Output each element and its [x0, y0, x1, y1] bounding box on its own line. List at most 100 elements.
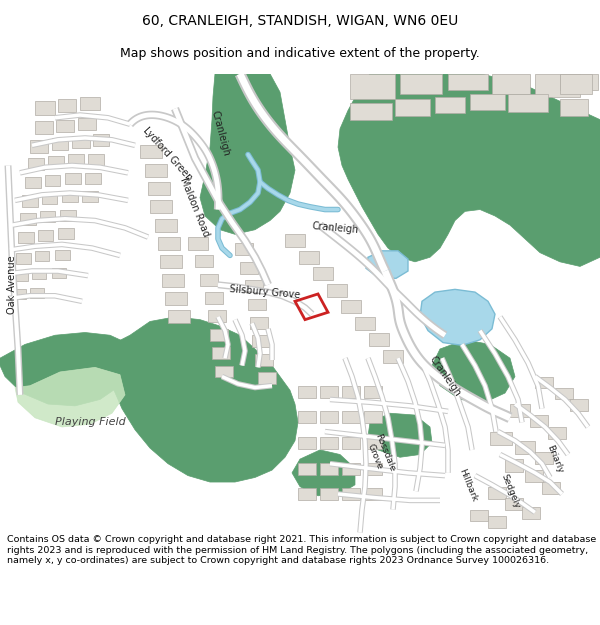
Bar [313, 268, 333, 280]
Text: Hillbark: Hillbark [457, 467, 479, 502]
Bar [298, 386, 316, 398]
Bar [150, 201, 172, 213]
Bar [258, 372, 276, 384]
Bar [298, 462, 316, 475]
Bar [35, 251, 49, 261]
Bar [68, 154, 84, 166]
Bar [395, 99, 430, 116]
Bar [320, 386, 338, 398]
Bar [530, 415, 548, 427]
Bar [369, 333, 389, 346]
Bar [188, 237, 208, 250]
Text: Playing Field: Playing Field [55, 418, 125, 428]
Text: Briarly: Briarly [545, 444, 565, 474]
Text: Map shows position and indicative extent of the property.: Map shows position and indicative extent… [120, 47, 480, 59]
Bar [364, 411, 382, 423]
Bar [488, 487, 506, 499]
Bar [168, 311, 190, 323]
Text: Cranleigh: Cranleigh [427, 354, 463, 399]
Text: Cranleigh: Cranleigh [209, 109, 231, 158]
Bar [38, 230, 53, 241]
Bar [505, 498, 523, 509]
Bar [35, 101, 55, 115]
Bar [448, 74, 488, 90]
Text: Cranleigh: Cranleigh [311, 221, 359, 235]
Bar [165, 292, 187, 305]
Text: Maldon Road: Maldon Road [179, 176, 211, 238]
Bar [548, 427, 566, 439]
Bar [248, 299, 266, 311]
Bar [32, 269, 46, 279]
Bar [158, 237, 180, 250]
Bar [252, 335, 270, 347]
Bar [560, 99, 588, 116]
Bar [488, 516, 506, 528]
Bar [342, 462, 360, 475]
Bar [235, 244, 253, 256]
Bar [510, 404, 530, 417]
Bar [82, 191, 98, 202]
Bar [62, 191, 78, 202]
Polygon shape [366, 251, 408, 278]
Text: 60, CRANLEIGH, STANDISH, WIGAN, WN6 0EU: 60, CRANLEIGH, STANDISH, WIGAN, WN6 0EU [142, 14, 458, 28]
Bar [205, 292, 223, 304]
Bar [508, 94, 548, 112]
Bar [145, 164, 167, 176]
Bar [320, 462, 338, 475]
Bar [52, 268, 66, 278]
Bar [342, 489, 360, 501]
Bar [208, 311, 226, 322]
Bar [52, 138, 68, 150]
Polygon shape [200, 74, 295, 234]
Bar [35, 121, 53, 134]
Bar [88, 154, 104, 166]
Bar [555, 388, 573, 399]
Bar [72, 136, 90, 148]
Polygon shape [292, 450, 355, 496]
Bar [535, 452, 553, 464]
Bar [195, 256, 213, 268]
Bar [48, 156, 64, 168]
Polygon shape [432, 340, 515, 402]
Bar [522, 507, 540, 519]
Bar [570, 399, 588, 411]
Bar [342, 437, 360, 449]
Bar [515, 441, 535, 454]
Bar [30, 288, 44, 298]
Bar [20, 213, 36, 225]
Bar [56, 119, 74, 131]
Bar [78, 118, 96, 130]
Text: Sedgely: Sedgely [499, 472, 521, 510]
Bar [85, 173, 101, 184]
Polygon shape [530, 124, 600, 239]
Bar [299, 251, 319, 264]
Bar [298, 411, 316, 423]
Bar [320, 411, 338, 423]
Text: Silsbury Grove: Silsbury Grove [229, 284, 301, 300]
Text: Lydford Green: Lydford Green [142, 126, 194, 183]
Bar [160, 256, 182, 268]
Bar [16, 253, 31, 264]
Bar [245, 280, 263, 292]
Bar [255, 354, 273, 366]
Text: Oak Avenue: Oak Avenue [7, 256, 17, 314]
Bar [492, 74, 530, 94]
Bar [30, 140, 48, 152]
Polygon shape [15, 368, 125, 427]
Bar [364, 462, 382, 475]
Bar [505, 459, 523, 472]
Bar [298, 437, 316, 449]
Bar [364, 437, 382, 449]
Bar [25, 176, 41, 189]
Bar [535, 74, 580, 97]
Bar [240, 262, 258, 274]
Bar [80, 97, 100, 109]
Bar [560, 74, 598, 90]
Bar [250, 317, 268, 329]
Polygon shape [213, 118, 270, 166]
Bar [215, 366, 233, 378]
Bar [383, 350, 403, 362]
Bar [342, 386, 360, 398]
Bar [40, 211, 55, 222]
Bar [364, 386, 382, 398]
